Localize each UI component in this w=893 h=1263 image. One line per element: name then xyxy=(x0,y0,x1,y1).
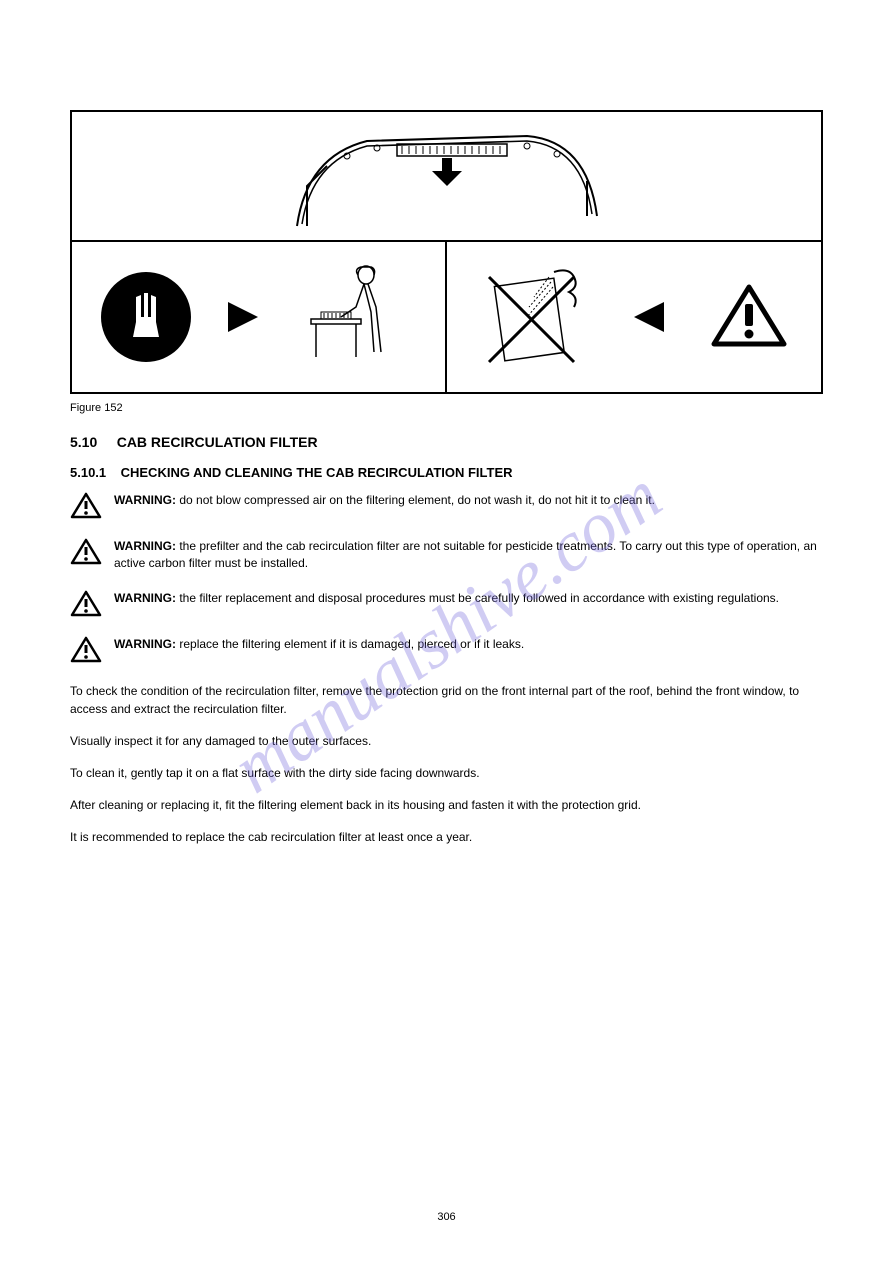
warning-body: the prefilter and the cab recirculation … xyxy=(114,539,817,570)
page-number: 306 xyxy=(437,1211,455,1223)
no-spray-illustration xyxy=(479,257,589,377)
warning-text: WARNING: do not blow compressed air on t… xyxy=(114,492,655,509)
body-paragraph: To check the condition of the recirculat… xyxy=(70,682,823,718)
warning-small-icon xyxy=(70,492,102,520)
warning-body: the filter replacement and disposal proc… xyxy=(179,591,779,605)
arrow-left-icon xyxy=(634,302,664,332)
section-title: 5.10 CAB RECIRCULATION FILTER xyxy=(70,434,823,450)
diagram-bottom-row xyxy=(72,242,821,392)
warning-text: WARNING: replace the filtering element i… xyxy=(114,636,524,653)
body-paragraph: To clean it, gently tap it on a flat sur… xyxy=(70,764,823,782)
section-title-text: CAB RECIRCULATION FILTER xyxy=(117,434,318,450)
warning-item: WARNING: do not blow compressed air on t… xyxy=(70,492,823,520)
warning-body: do not blow compressed air on the filter… xyxy=(179,493,655,507)
cab-roof-illustration xyxy=(247,116,647,236)
diagram-left-panel xyxy=(72,242,447,392)
subsection-title: 5.10.1 CHECKING AND CLEANING THE CAB REC… xyxy=(70,465,823,480)
section-number: 5.10 xyxy=(70,434,97,450)
body-paragraph: After cleaning or replacing it, fit the … xyxy=(70,796,823,814)
subsection-number: 5.10.1 xyxy=(70,465,106,480)
warning-small-icon xyxy=(70,590,102,618)
warning-text: WARNING: the prefilter and the cab recir… xyxy=(114,538,823,572)
figure-label: Figure 152 xyxy=(70,402,823,414)
warning-item: WARNING: the prefilter and the cab recir… xyxy=(70,538,823,572)
warning-label: WARNING: xyxy=(114,493,176,507)
person-cleaning-illustration xyxy=(296,257,416,377)
warning-small-icon xyxy=(70,636,102,664)
warning-small-icon xyxy=(70,538,102,566)
warning-label: WARNING: xyxy=(114,637,176,651)
warning-triangle-icon xyxy=(709,282,789,352)
subsection-title-text: CHECKING AND CLEANING THE CAB RECIRCULAT… xyxy=(121,465,513,480)
warning-text: WARNING: the filter replacement and disp… xyxy=(114,590,779,607)
warning-label: WARNING: xyxy=(114,539,176,553)
arrow-right-icon xyxy=(228,302,258,332)
glove-safety-icon xyxy=(101,272,191,362)
warning-body: replace the filtering element if it is d… xyxy=(179,637,524,651)
diagram-right-panel xyxy=(447,242,822,392)
warning-label: WARNING: xyxy=(114,591,176,605)
body-paragraph: Visually inspect it for any damaged to t… xyxy=(70,732,823,750)
figure-diagram-container xyxy=(70,110,823,394)
body-paragraph: It is recommended to replace the cab rec… xyxy=(70,828,823,846)
diagram-top-panel xyxy=(72,112,821,242)
warning-item: WARNING: replace the filtering element i… xyxy=(70,636,823,664)
warning-item: WARNING: the filter replacement and disp… xyxy=(70,590,823,618)
